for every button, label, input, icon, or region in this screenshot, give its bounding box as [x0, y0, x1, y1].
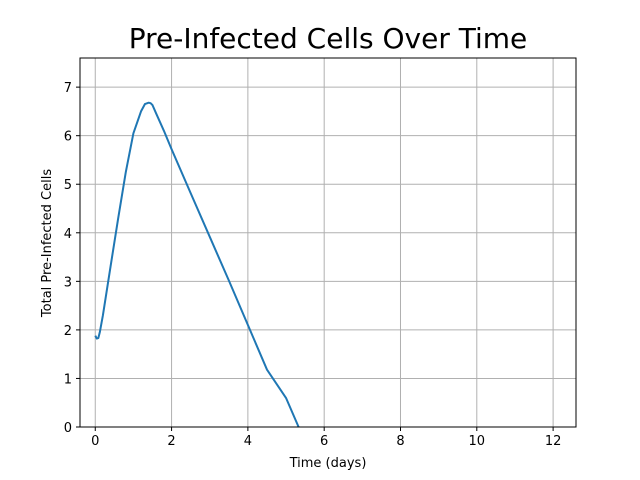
x-tick-label: 12 [545, 434, 562, 449]
y-tick-label: 2 [64, 324, 72, 339]
y-axis-label: Total Pre-Infected Cells [40, 169, 55, 318]
grid [80, 58, 576, 428]
y-tick-label: 3 [64, 275, 72, 290]
y-tick-label: 7 [64, 81, 72, 96]
x-tick-label: 2 [167, 434, 175, 449]
x-tick-label: 8 [396, 434, 404, 449]
series-layer [94, 101, 300, 428]
x-axis: 0 2 4 6 8 10 12 [91, 427, 561, 449]
x-tick-label: 0 [91, 434, 99, 449]
y-tick-label: 4 [64, 227, 72, 242]
y-tick-label: 1 [64, 372, 72, 387]
y-tick-label: 0 [64, 421, 72, 436]
y-tick-label: 5 [64, 178, 72, 193]
y-axis: 0 1 2 3 4 5 6 7 [64, 81, 80, 436]
y-tick-label: 6 [64, 130, 72, 145]
x-tick-label: 4 [244, 434, 252, 449]
x-axis-label: Time (days) [289, 456, 367, 471]
x-tick-label: 10 [469, 434, 486, 449]
series-line [94, 101, 300, 428]
plot-frame [79, 57, 577, 428]
x-tick-label: 6 [320, 434, 328, 449]
chart-title: Pre-Infected Cells Over Time [129, 22, 528, 55]
